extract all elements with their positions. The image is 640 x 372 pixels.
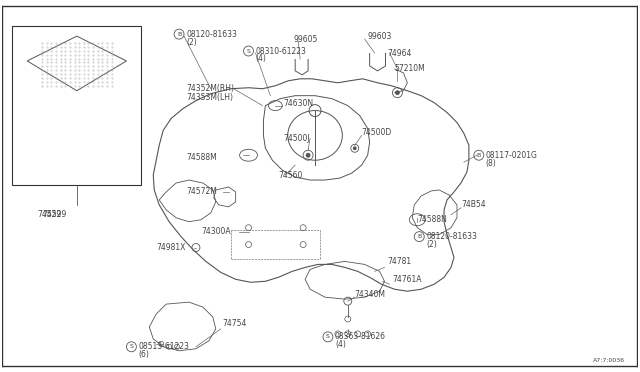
Text: (8): (8) [486,159,497,168]
Text: 74560: 74560 [278,171,303,180]
Text: 08120-81633: 08120-81633 [186,30,237,39]
Circle shape [396,91,399,95]
Text: 99603: 99603 [367,32,392,41]
Text: 08363-81626: 08363-81626 [335,332,386,341]
Text: 74781: 74781 [387,257,412,266]
Text: 08310-61223: 08310-61223 [255,46,307,55]
Text: 74352M(RH): 74352M(RH) [186,84,234,93]
Text: S: S [326,334,330,339]
Text: (6): (6) [138,350,149,359]
Text: B: B [417,234,421,239]
Text: 74300A: 74300A [201,227,230,236]
Text: 74529: 74529 [37,210,61,219]
Text: 74588M: 74588M [186,153,217,162]
Text: 74761A: 74761A [392,275,422,284]
Circle shape [353,147,356,150]
Text: 74572M: 74572M [186,187,217,196]
Text: 74340M: 74340M [355,290,386,299]
Text: 08117-0201G: 08117-0201G [486,151,538,160]
Text: 74B54: 74B54 [461,201,486,209]
Text: 74754: 74754 [223,320,247,328]
Text: 74529: 74529 [42,210,67,219]
Text: 74964: 74964 [387,48,412,58]
Text: B: B [477,153,481,158]
Text: 57210M: 57210M [394,64,425,73]
Text: 08120-81633: 08120-81633 [426,232,477,241]
Text: 74630N: 74630N [284,99,314,108]
Text: S: S [246,48,250,54]
Text: 99605: 99605 [293,35,317,44]
Text: (4): (4) [335,340,346,349]
Text: (2): (2) [426,240,437,249]
FancyBboxPatch shape [12,26,141,185]
Text: 08513-61223: 08513-61223 [138,342,189,351]
Text: (4): (4) [255,54,266,64]
Text: 74500D: 74500D [362,128,392,137]
Circle shape [306,153,310,157]
Text: 74500J: 74500J [284,134,310,143]
Text: B: B [177,32,181,37]
Text: 74981X: 74981X [156,243,186,252]
Text: 74353M(LH): 74353M(LH) [186,93,233,102]
Text: 74588N: 74588N [417,215,447,224]
Text: (2): (2) [186,38,196,46]
Text: S: S [129,344,133,349]
Text: A7:7:0036: A7:7:0036 [593,358,625,363]
